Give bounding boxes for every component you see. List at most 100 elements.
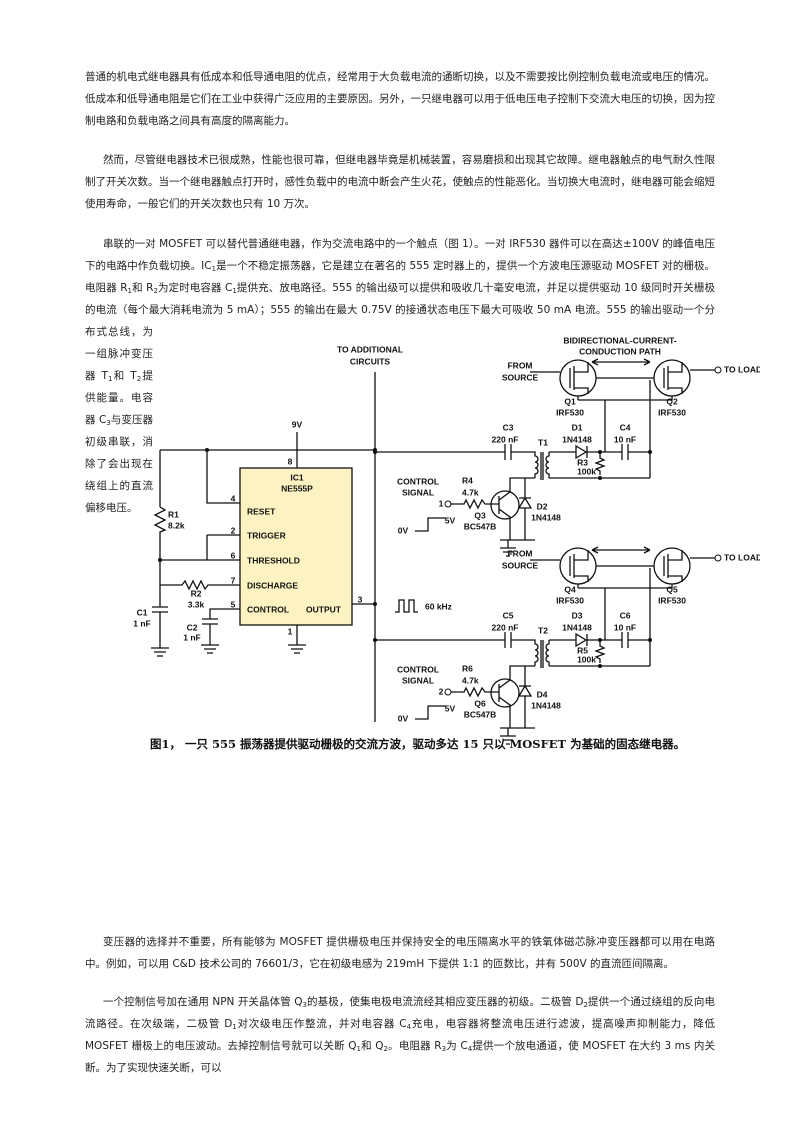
subscript: 3 <box>302 1001 307 1009</box>
circuit-label: CONTROL <box>397 664 439 674</box>
paragraph: 一个控制信号加在通用 NPN 开关晶体管 Q3的基极，使集电极电流流经其相应变压… <box>85 991 715 1079</box>
circuit-label: BC547B <box>464 709 497 719</box>
circuit-label: BIDIRECTIONAL-CURRENT- <box>563 335 676 345</box>
subscript: 1 <box>232 287 237 295</box>
circuit-label: R3 <box>577 457 588 467</box>
circuit-label: 5V <box>445 703 456 713</box>
text-run: 和 Q <box>360 1040 384 1052</box>
circuit-label: SOURCE <box>502 560 539 570</box>
circuit-label: TO ADDITIONAL <box>337 344 403 354</box>
text-run: 提供充、放电路径。555 的输出级可以提供和吸收几十毫安电流，并足以提供驱动 1… <box>85 282 716 382</box>
circuit-label: 1 nF <box>183 632 200 642</box>
circuit-label: IC1 <box>290 472 304 482</box>
circuit-label: IRF530 <box>658 595 686 605</box>
text-run: 变压器的选择并不重要，所有能够为 MOSFET 提供栅极电压并保持安全的电压隔离… <box>85 936 715 970</box>
subscript: 3 <box>441 1045 447 1053</box>
circuit-label: Q4 <box>564 584 576 594</box>
text-run: 一个控制信号加在通用 NPN 开关晶体管 Q <box>103 996 303 1008</box>
text-run: 串联的一对 MOSFET 可以替代普通继电器，作为交流电路中的一个触点（图 1）… <box>85 238 715 272</box>
circuit-label: 2 <box>439 686 444 696</box>
relay-channel <box>373 358 722 557</box>
text-run: 提供能量。电容器 C <box>85 370 153 426</box>
circuit-label: CONDUCTION PATH <box>579 346 661 356</box>
circuit-label: 1 <box>288 626 293 636</box>
circuit-label: D4 <box>537 689 548 699</box>
text-run: 普通的机电式继电器具有低成本和低导通电阻的优点，经常用于大负载电流的通断切换，以… <box>85 71 715 127</box>
subscript: 1 <box>232 1023 237 1031</box>
subscript: 4 <box>406 1023 412 1031</box>
circuit-label: 5 <box>231 599 236 609</box>
circuit-label: Q6 <box>474 698 486 708</box>
text-run: 充电，电容器将整流电压进行滤波，提高噪声抑制能力，降低 MOSFET 栅极上的电… <box>85 1018 715 1052</box>
circuit-label: Q3 <box>474 510 486 520</box>
text-run: 然而，尽管继电器技术已很成熟，性能也很可靠，但继电器毕竟是机械装置，容易磨损和出… <box>85 154 715 210</box>
circuit-label: T1 <box>538 437 548 447</box>
circuit-label: 4 <box>231 493 236 503</box>
circuit-label: RESET <box>247 506 276 516</box>
circuit-label: 6 <box>231 550 236 560</box>
subscript: 1 <box>211 265 217 273</box>
circuit-label: NE555P <box>281 483 313 493</box>
relay-channel <box>373 546 722 745</box>
circuit-label: IRF530 <box>556 595 584 605</box>
circuit-label: R4 <box>462 475 473 485</box>
circuit-label: 220 nF <box>492 434 519 444</box>
circuit-label: 1N4148 <box>531 512 561 522</box>
subscript: 1 <box>356 1045 361 1053</box>
circuit-label: 100k <box>577 466 596 476</box>
subscript: 2 <box>136 375 142 383</box>
circuit-label: 9V <box>292 419 303 429</box>
circuit-label: Q1 <box>564 396 576 406</box>
circuit-label: 0V <box>398 713 409 723</box>
circuit-label: 60 kHz <box>425 601 452 611</box>
circuit-label: R5 <box>577 645 588 655</box>
circuit-label: CONTROL <box>247 604 289 614</box>
circuit-label: THRESHOLD <box>247 555 300 565</box>
subscript: 2 <box>153 287 158 295</box>
circuit-label: D3 <box>572 610 583 620</box>
circuit-label: FROM <box>507 360 532 370</box>
text-run: 的基极，使集电极电流流经其相应变压器的初级。二极管 D <box>306 996 584 1008</box>
circuit-label: C1 <box>137 607 148 617</box>
circuit-label: IRF530 <box>658 407 686 417</box>
circuit-label: 4.7k <box>462 487 479 497</box>
subscript: 2 <box>583 1001 588 1009</box>
circuit-label: C6 <box>620 610 631 620</box>
circuit-label: C4 <box>620 422 631 432</box>
circuit-label: C3 <box>503 422 514 432</box>
circuit-label: TO LOAD <box>724 552 760 562</box>
circuit-label: DISCHARGE <box>247 580 298 590</box>
circuit-label: 7 <box>231 575 236 585</box>
circuit-label: Q2 <box>666 396 678 406</box>
text-run: 提供一个放电通道，使 MOSFET 在大约 3 ms 内关断。为了实现快速关断，… <box>85 1040 716 1074</box>
circuit-label: C5 <box>503 610 514 620</box>
circuit-label: 5V <box>445 515 456 525</box>
timer-section <box>151 372 418 722</box>
circuit-label: OUTPUT <box>306 604 342 614</box>
circuit-label: BC547B <box>464 521 497 531</box>
circuit-label: 3 <box>358 594 363 604</box>
circuit-label: 1N4148 <box>562 622 592 632</box>
circuit-label: 0V <box>398 525 409 535</box>
circuit-label: 100k <box>577 654 596 664</box>
subscript: 4 <box>467 1045 473 1053</box>
circuit-label: SOURCE <box>502 372 539 382</box>
text-run: 为 C <box>446 1040 468 1052</box>
circuit-label: TRIGGER <box>247 530 286 540</box>
circuit-label: 10 nF <box>614 434 636 444</box>
circuit-label: C2 <box>187 622 198 632</box>
circuit-label: TO LOAD <box>724 364 760 374</box>
circuit-label: 1N4148 <box>531 700 561 710</box>
paragraph: 然而，尽管继电器技术已很成熟，性能也很可靠，但继电器毕竟是机械装置，容易磨损和出… <box>85 149 715 215</box>
text-run: 和 T <box>112 370 137 382</box>
circuit-label: Q5 <box>666 584 678 594</box>
circuit-label: CIRCUITS <box>350 356 390 366</box>
figure-caption: 图1， 一只 555 振荡器提供驱动栅极的交流方波，驱动多达 15 只以 MOS… <box>150 737 685 751</box>
circuit-label: IRF530 <box>556 407 584 417</box>
circuit-label: FROM <box>507 548 532 558</box>
text-run: 提供一个通过绕组的反向电流路径。在次级端，二极管 D <box>85 996 716 1030</box>
circuit-label: CONTROL <box>397 476 439 486</box>
circuit-label: 3.3k <box>188 599 205 609</box>
paragraph: 普通的机电式继电器具有低成本和低导通电阻的优点，经常用于大负载电流的通断切换，以… <box>85 66 715 132</box>
text-run: 和 R <box>132 282 154 294</box>
